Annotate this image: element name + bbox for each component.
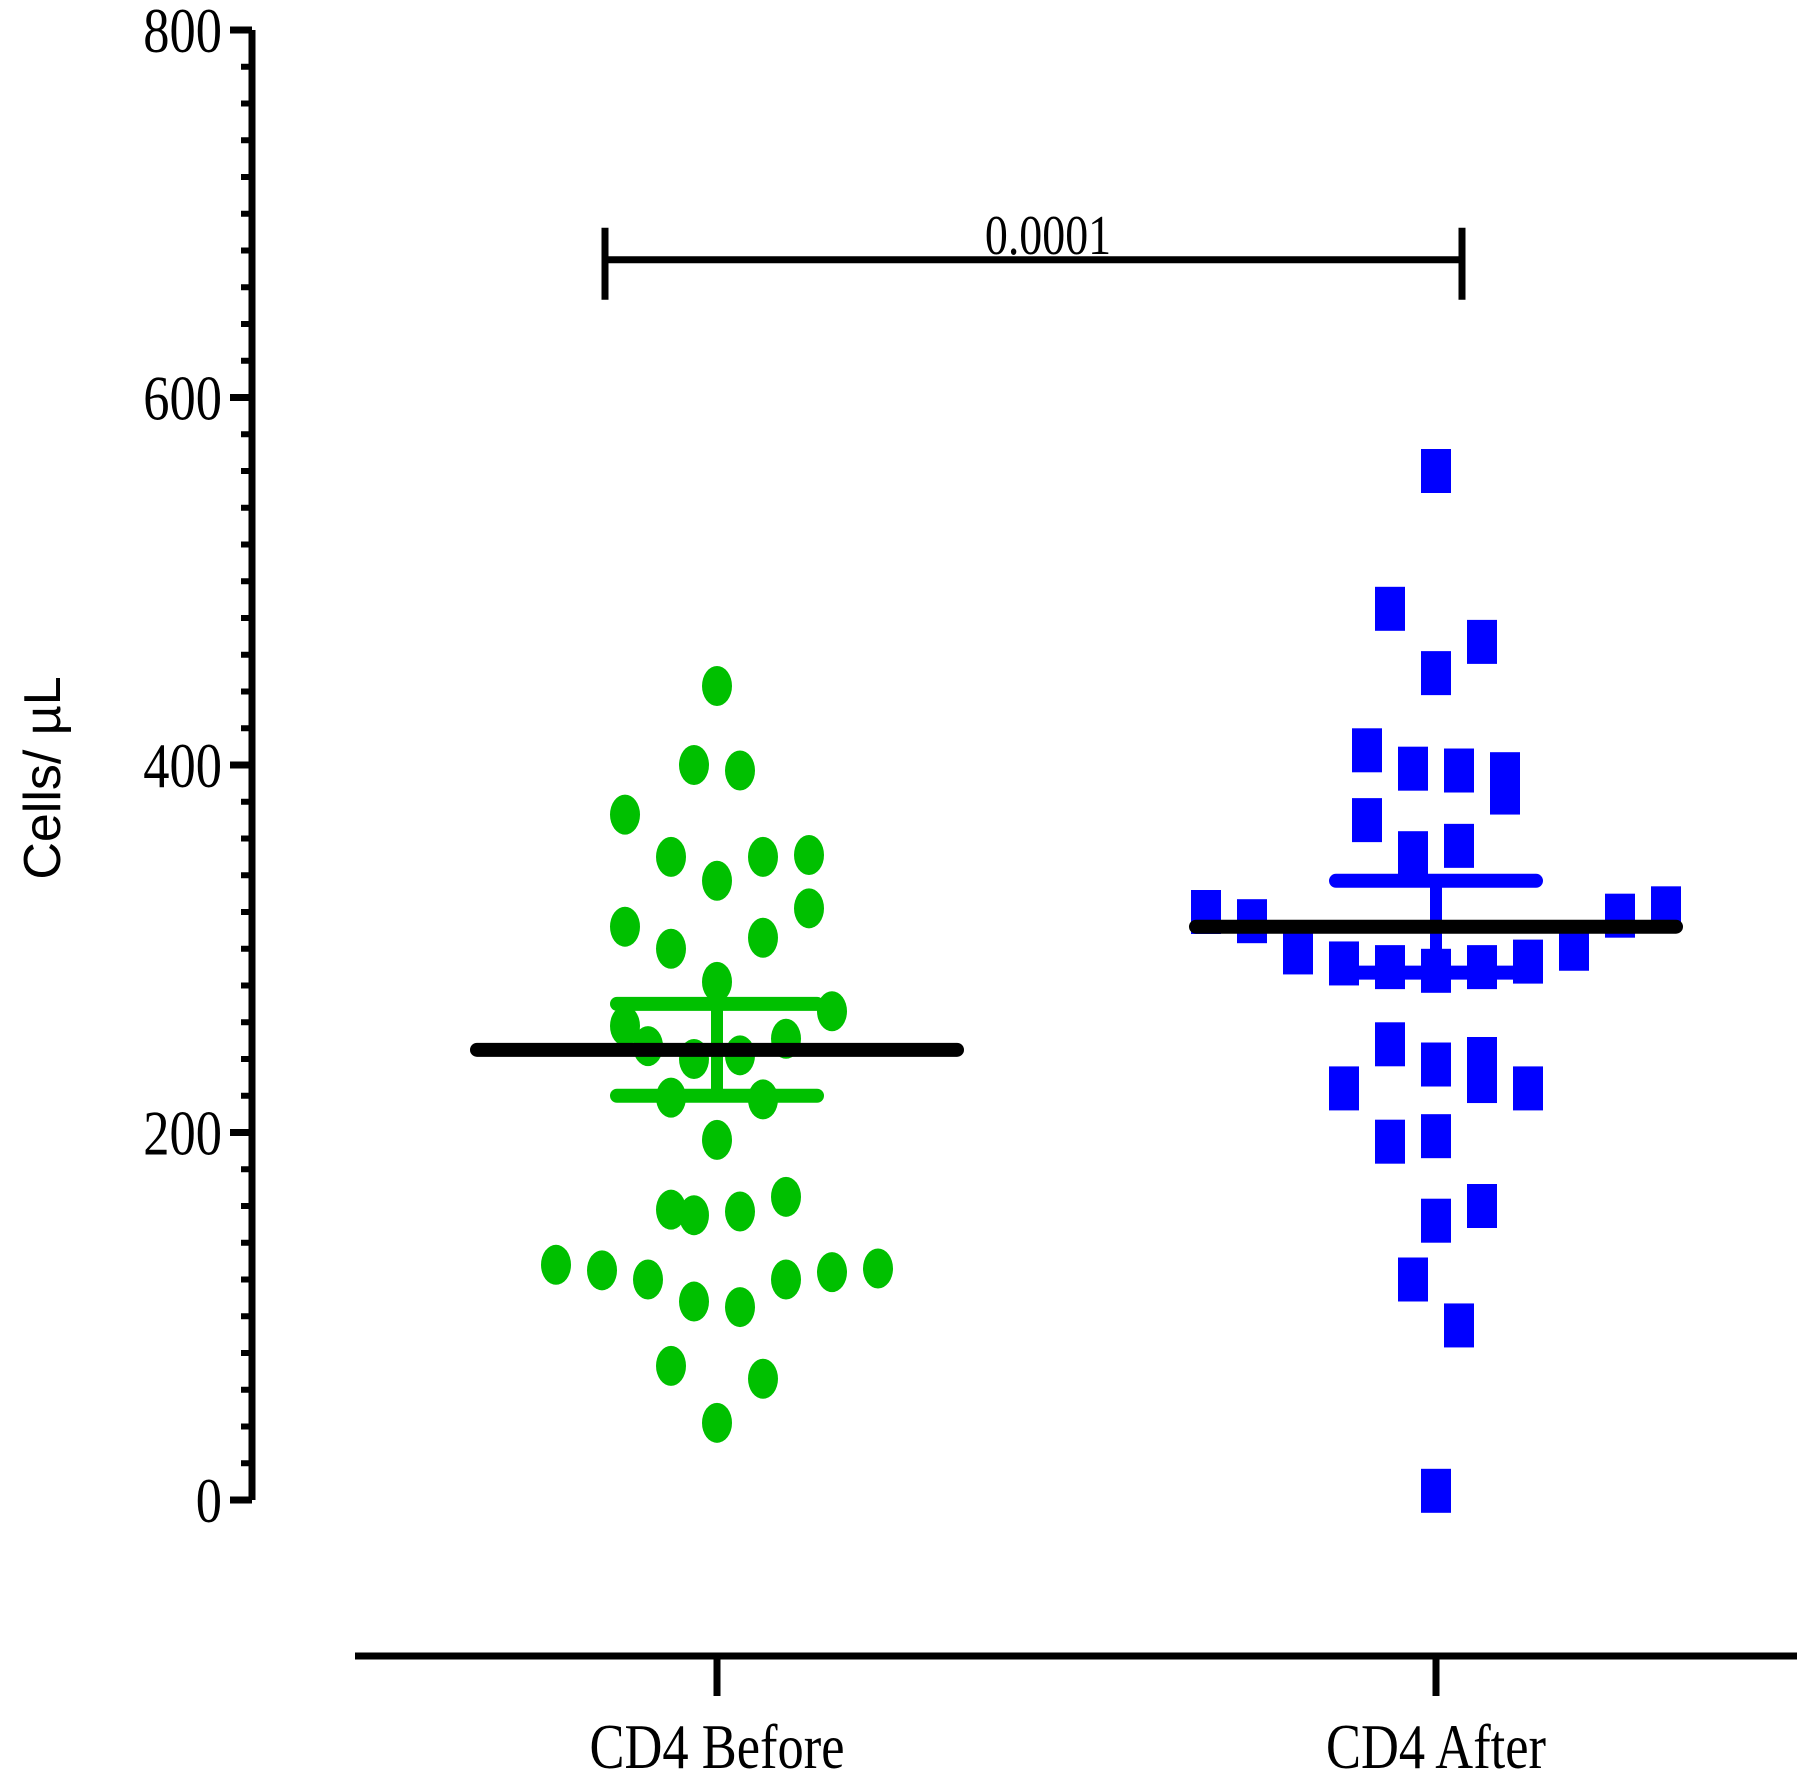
data-point <box>702 1119 732 1160</box>
y-axis-label: Cells/ µL <box>14 676 72 879</box>
y-tick-label: 200 <box>143 1098 222 1169</box>
summary-bars <box>470 873 1683 1103</box>
data-point <box>1375 1119 1405 1164</box>
data-point <box>1490 770 1520 815</box>
data-point <box>817 1252 847 1293</box>
data-point <box>725 750 755 791</box>
data-point <box>1375 586 1405 631</box>
data-point <box>1398 746 1428 791</box>
data-point <box>1352 798 1382 843</box>
data-point <box>771 1176 801 1217</box>
y-tick-label: 0 <box>196 1465 222 1536</box>
data-point <box>1375 1022 1405 1067</box>
data-point <box>656 1345 686 1386</box>
data-point <box>1467 619 1497 664</box>
data-point <box>679 1195 709 1236</box>
data-point <box>725 1287 755 1328</box>
data-point <box>610 794 640 835</box>
data-point <box>725 1191 755 1232</box>
data-point <box>1444 1303 1474 1348</box>
data-point <box>1559 926 1589 971</box>
data-point <box>748 836 778 877</box>
data-point <box>1283 930 1313 975</box>
category-label-before: CD4 Before <box>589 1711 844 1775</box>
data-point <box>702 860 732 901</box>
data-point <box>1513 1066 1543 1111</box>
y-tick-label: 800 <box>143 0 222 66</box>
data-point <box>656 836 686 877</box>
data-point <box>1352 728 1382 773</box>
data-point <box>1329 1066 1359 1111</box>
data-points <box>541 449 1681 1513</box>
data-point <box>587 1250 617 1291</box>
data-point <box>656 1189 686 1230</box>
data-point <box>748 1358 778 1399</box>
data-point <box>1421 449 1451 493</box>
data-point <box>1467 1184 1497 1228</box>
data-point <box>656 928 686 969</box>
data-point <box>633 1259 663 1300</box>
x-axis <box>355 1652 1797 1696</box>
data-point <box>1421 651 1451 696</box>
y-axis: 0 200 400 600 800 <box>143 0 256 1536</box>
data-point <box>702 665 732 706</box>
data-point <box>702 961 732 1002</box>
data-point <box>794 888 824 929</box>
data-point <box>1444 748 1474 793</box>
data-point <box>1444 823 1474 868</box>
data-point <box>863 1248 893 1289</box>
data-point <box>541 1244 571 1285</box>
data-point <box>1398 1257 1428 1302</box>
data-point <box>794 835 824 876</box>
data-point <box>679 1281 709 1322</box>
data-point <box>1421 1114 1451 1159</box>
data-point <box>1398 831 1428 876</box>
significance-annotation: 0.0001 <box>601 205 1466 300</box>
category-labels: CD4 Before CD4 After <box>589 1711 1546 1775</box>
data-point <box>1421 1468 1451 1513</box>
data-point <box>1421 1042 1451 1087</box>
data-point <box>702 1402 732 1443</box>
data-point <box>610 1005 640 1046</box>
data-point <box>748 917 778 958</box>
data-point <box>679 745 709 785</box>
y-tick-label: 600 <box>143 363 222 434</box>
category-label-after: CD4 After <box>1326 1711 1546 1775</box>
data-point <box>610 906 640 947</box>
data-point <box>817 991 847 1032</box>
y-tick-label: 400 <box>143 730 222 801</box>
data-point <box>1421 1198 1451 1243</box>
data-point <box>771 1259 801 1300</box>
data-point <box>1467 1059 1497 1104</box>
